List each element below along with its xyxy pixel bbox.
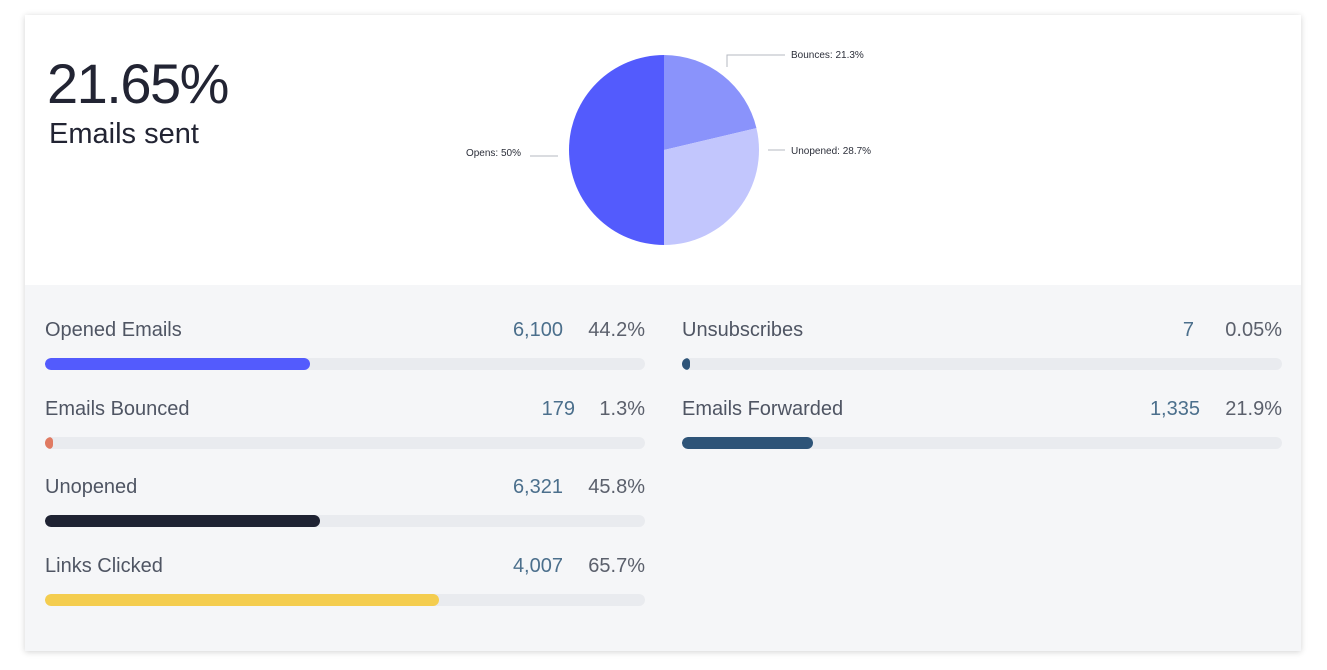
progress-fill bbox=[682, 358, 690, 370]
metric-unopened: Unopened 6,321 45.8% bbox=[45, 473, 645, 533]
metric-label: Unopened bbox=[45, 476, 138, 498]
metric-emails-forwarded: Emails Forwarded 1,335 21.9% bbox=[682, 395, 1282, 455]
pie-label-bounces: Bounces: 21.3% bbox=[791, 50, 864, 61]
metric-percent: 0.05% bbox=[1225, 319, 1282, 341]
progress-track bbox=[682, 437, 1282, 449]
progress-track bbox=[682, 358, 1282, 370]
metric-count: 7 bbox=[1182, 319, 1194, 341]
metric-label: Emails Bounced bbox=[45, 398, 190, 420]
metric-links-clicked: Links Clicked 4,007 65.7% bbox=[45, 552, 645, 612]
metric-percent: 45.8% bbox=[588, 476, 645, 498]
progress-track bbox=[45, 594, 645, 606]
headline-percentage: 21.65% bbox=[47, 52, 229, 115]
progress-fill bbox=[45, 358, 311, 370]
metric-percent: 1.3% bbox=[599, 398, 645, 420]
metric-percent: 44.2% bbox=[588, 319, 645, 341]
metric-label: Links Clicked bbox=[45, 555, 163, 577]
metric-count: 4,007 bbox=[512, 555, 563, 577]
progress-fill bbox=[45, 594, 440, 606]
metric-emails-bounced: Emails Bounced 179 1.3% bbox=[45, 395, 645, 455]
pie-label-unopened: Unopened: 28.7% bbox=[791, 146, 871, 157]
metric-count: 179 bbox=[541, 398, 575, 420]
metric-count: 6,100 bbox=[512, 319, 563, 341]
pie-slice-bounces[interactable] bbox=[664, 55, 757, 150]
progress-track bbox=[45, 437, 645, 449]
metric-count: 1,335 bbox=[1149, 398, 1200, 420]
email-status-pie-chart: Bounces: 21.3% Unopened: 28.7% Opens: 50… bbox=[466, 50, 871, 245]
metric-opened-emails: Opened Emails 6,100 44.2% bbox=[45, 316, 645, 376]
progress-fill bbox=[682, 437, 814, 449]
progress-track bbox=[45, 515, 645, 527]
pie-slice-unopened[interactable] bbox=[664, 128, 759, 245]
pie-label-opens: Opens: 50% bbox=[466, 148, 521, 159]
metric-label: Unsubscribes bbox=[682, 319, 804, 341]
metric-label: Emails Forwarded bbox=[682, 398, 844, 420]
email-stats-card: 21.65% Emails sent Bounces: 21.3% Unopen… bbox=[25, 15, 1301, 651]
metric-percent: 21.9% bbox=[1225, 398, 1282, 420]
progress-track bbox=[45, 358, 645, 370]
metric-unsubscribes: Unsubscribes 7 0.05% bbox=[682, 316, 1282, 376]
metric-label: Opened Emails bbox=[45, 319, 182, 341]
metric-count: 6,321 bbox=[512, 476, 563, 498]
pie-slice-opens[interactable] bbox=[569, 55, 664, 245]
leader-line-bounces bbox=[726, 54, 785, 67]
progress-fill bbox=[45, 437, 53, 449]
metric-percent: 65.7% bbox=[588, 555, 645, 577]
summary-panel: 21.65% Emails sent Bounces: 21.3% Unopen… bbox=[25, 15, 1301, 285]
metrics-panel: Opened Emails 6,100 44.2% Emails Bounced… bbox=[25, 285, 1301, 651]
headline-label: Emails sent bbox=[49, 118, 199, 150]
progress-fill bbox=[45, 515, 320, 527]
